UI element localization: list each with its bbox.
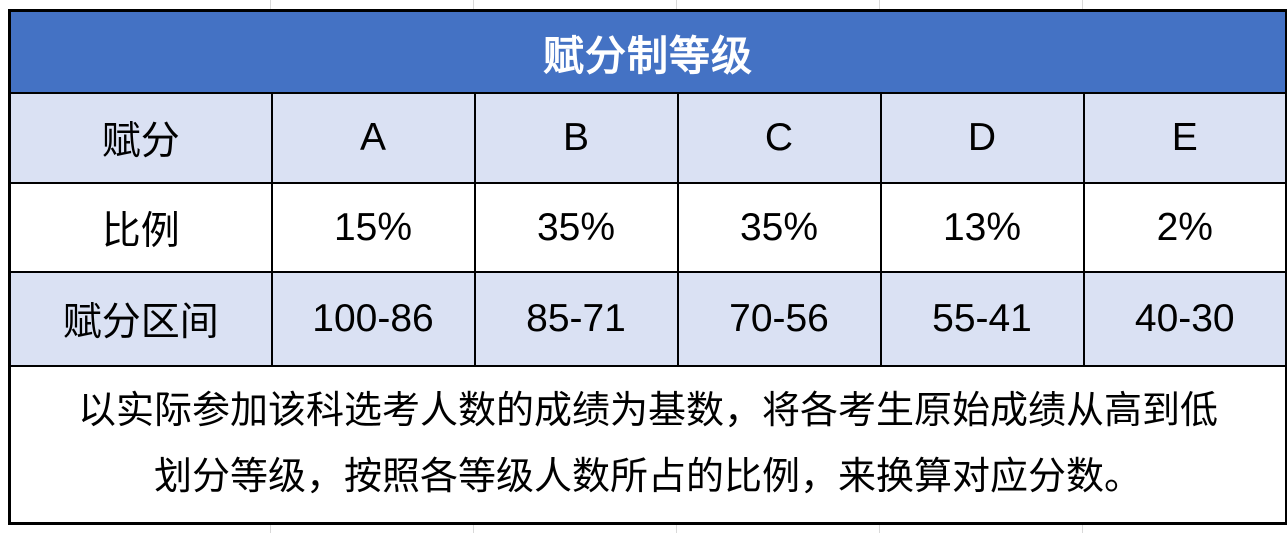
grade-row: 赋分 A B C D E xyxy=(8,92,1287,184)
gridline-stub xyxy=(676,525,677,533)
grade-cell-d: D xyxy=(879,92,1085,184)
gridline-stub xyxy=(1082,0,1083,9)
row-label-grade: 赋分 xyxy=(8,92,273,184)
range-cell-b: 85-71 xyxy=(473,271,679,367)
range-cell-d: 55-41 xyxy=(879,271,1085,367)
range-cell-c: 70-56 xyxy=(676,271,882,367)
range-cell-e: 40-30 xyxy=(1082,271,1287,367)
grade-cell-c: C xyxy=(676,92,882,184)
proportion-cell-b: 35% xyxy=(473,182,679,273)
grade-cell-e: E xyxy=(1082,92,1287,184)
explanation-text: 以实际参加该科选考人数的成绩为基数，将各考生原始成绩从高到低 划分等级，按照各等… xyxy=(8,365,1287,525)
grade-cell-a: A xyxy=(270,92,476,184)
proportion-row: 比例 15% 35% 35% 13% 2% xyxy=(8,182,1287,273)
explanation-row: 以实际参加该科选考人数的成绩为基数，将各考生原始成绩从高到低 划分等级，按照各等… xyxy=(8,365,1287,525)
table-title: 赋分制等级 xyxy=(8,9,1287,94)
proportion-cell-d: 13% xyxy=(879,182,1085,273)
table-title-row: 赋分制等级 xyxy=(8,9,1287,94)
proportion-cell-e: 2% xyxy=(1082,182,1287,273)
gridline-stub xyxy=(270,0,271,9)
grade-cell-b: B xyxy=(473,92,679,184)
explanation-line-1: 以实际参加该科选考人数的成绩为基数，将各考生原始成绩从高到低 xyxy=(77,390,1218,433)
proportion-cell-a: 15% xyxy=(270,182,476,273)
gridline-stub xyxy=(676,0,677,9)
score-range-row: 赋分区间 100-86 85-71 70-56 55-41 40-30 xyxy=(8,271,1287,367)
gridline-stub xyxy=(473,525,474,533)
row-label-score-range: 赋分区间 xyxy=(8,271,273,367)
explanation-line-2: 划分等级，按照各等级人数所占的比例，来换算对应分数。 xyxy=(153,455,1142,498)
grade-conversion-table: 赋分制等级 赋分 A B C D E 比例 15% 35% 35% 13% 2%… xyxy=(8,9,1287,525)
range-cell-a: 100-86 xyxy=(270,271,476,367)
gridline-stub xyxy=(473,0,474,9)
row-label-proportion: 比例 xyxy=(8,182,273,273)
gridline-stub xyxy=(270,525,271,533)
gridline-stub xyxy=(879,0,880,9)
proportion-cell-c: 35% xyxy=(676,182,882,273)
gridline-stub xyxy=(1082,525,1083,533)
gridline-stub xyxy=(879,525,880,533)
